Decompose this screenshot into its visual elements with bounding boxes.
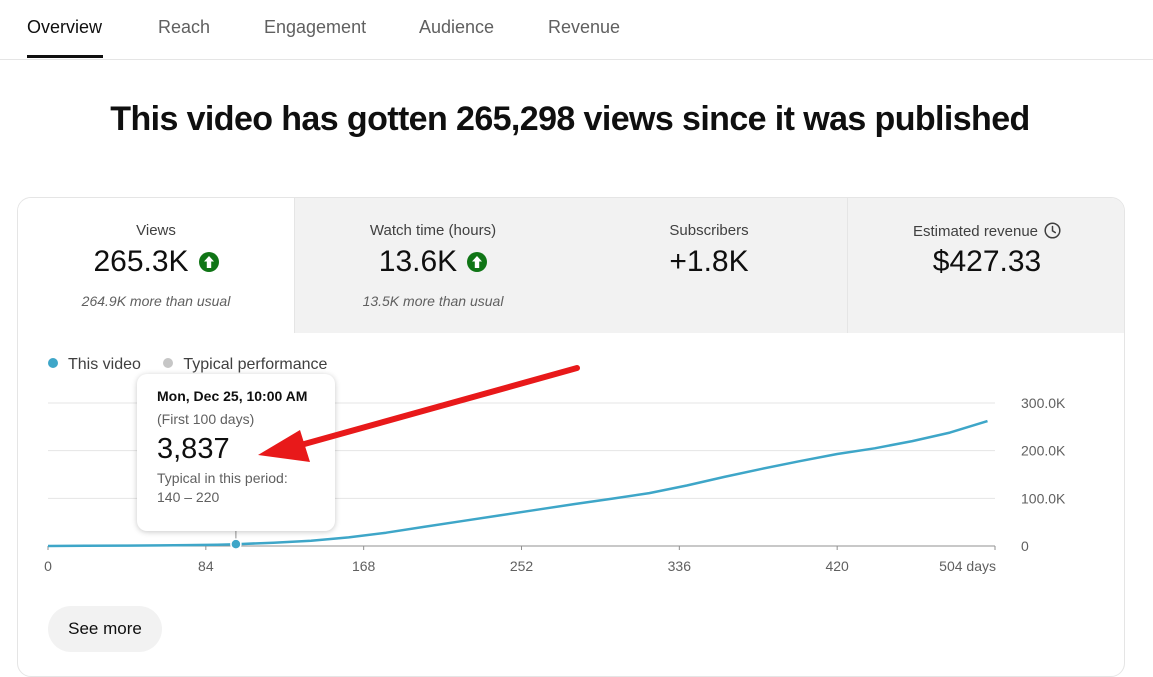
metric-label: Subscribers: [669, 222, 749, 239]
tab-bar: Overview Reach Engagement Audience Reven…: [0, 0, 1153, 60]
see-more-button[interactable]: See more: [48, 606, 162, 652]
metric-value: $427.33: [932, 245, 1042, 278]
metric-value: +1.8K: [669, 245, 749, 278]
x-tick-label: 420: [825, 558, 849, 574]
series-line-this-video: [47, 419, 988, 548]
metric-watch-time[interactable]: Watch time (hours) 13.6K 13.5K more than…: [295, 198, 572, 333]
tooltip-value: 3,837: [157, 433, 230, 465]
tooltip-period: (First 100 days): [157, 411, 255, 427]
legend-dot: [163, 358, 174, 368]
hover-data-point: [230, 538, 242, 550]
analytics-card: Views 265.3K 264.9K more than usual Watc…: [17, 197, 1125, 677]
tooltip-date: Mon, Dec 25, 10:00 AM: [157, 388, 308, 404]
x-tick-label: 336: [668, 558, 692, 574]
y-tick-label: 0: [1021, 538, 1029, 554]
legend-label: This video: [68, 356, 141, 373]
metric-views[interactable]: Views 265.3K 264.9K more than usual: [18, 198, 295, 333]
tooltip-typical-label: Typical in this period:: [157, 470, 288, 486]
metric-label: Watch time (hours): [369, 222, 497, 239]
chart-tooltip: Mon, Dec 25, 10:00 AM (First 100 days) 3…: [137, 374, 335, 531]
page-headline: This video has gotten 265,298 views sinc…: [110, 100, 1030, 138]
metric-subscribers[interactable]: Subscribers +1.8K: [571, 198, 848, 333]
y-tick-label: 300.0K: [1021, 395, 1066, 411]
x-tick-label: 252: [510, 558, 534, 574]
y-tick-label: 100.0K: [1021, 490, 1066, 506]
metric-compare: 13.5K more than usual: [362, 293, 504, 309]
x-tick-label: 168: [352, 558, 376, 574]
tooltip-typical-range: 140 – 220: [157, 489, 220, 505]
tab-overview[interactable]: Overview: [27, 17, 103, 37]
tab-audience[interactable]: Audience: [419, 17, 495, 37]
x-tick-label: 84: [198, 558, 214, 574]
metric-compare: 264.9K more than usual: [81, 293, 231, 309]
trend-up-icon: [198, 252, 219, 272]
active-tab-indicator: [27, 55, 103, 58]
metric-value: 13.6K: [378, 245, 458, 278]
tab-engagement[interactable]: Engagement: [264, 17, 367, 37]
x-tick-label: 504 days: [939, 558, 996, 574]
metric-estimated-revenue[interactable]: Estimated revenue $427.33: [848, 198, 1124, 333]
metric-label: Views: [136, 222, 176, 239]
metric-value: 265.3K: [93, 245, 189, 278]
metric-label: Estimated revenue: [912, 223, 1039, 240]
x-tick-label: 0: [44, 558, 52, 574]
legend-item-this-video[interactable]: This video: [48, 356, 141, 374]
tab-revenue[interactable]: Revenue: [548, 17, 621, 37]
tab-reach[interactable]: Reach: [158, 17, 211, 37]
y-tick-label: 200.0K: [1021, 443, 1066, 459]
clock-icon: [1044, 222, 1061, 243]
trend-up-icon: [467, 252, 488, 272]
legend-dot: [48, 358, 58, 368]
